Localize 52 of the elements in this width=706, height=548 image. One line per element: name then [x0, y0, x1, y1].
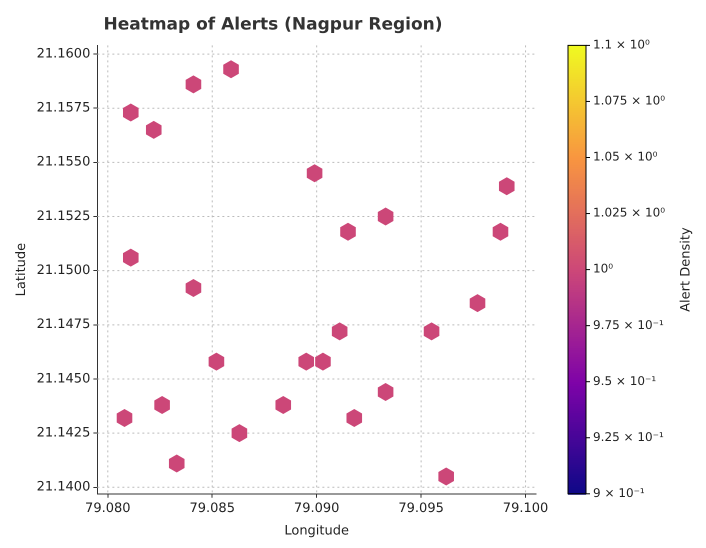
y-tick-label: 21.1575: [36, 100, 90, 116]
y-tick-label: 21.1450: [36, 371, 90, 386]
color-bar-label: 9 × 10⁻¹: [593, 486, 645, 500]
y-tick-label: 21.1400: [36, 480, 90, 495]
point: [340, 222, 356, 241]
point: [122, 248, 139, 267]
y-tick-label: 21.1475: [36, 317, 90, 332]
point: [154, 396, 170, 414]
point: [378, 208, 394, 226]
point: [186, 75, 202, 94]
x-axis-title: Longitude: [284, 524, 350, 539]
point: [298, 352, 314, 371]
y-axis-title: Latitude: [14, 242, 30, 296]
y-tick-label: 21.1525: [36, 208, 90, 224]
point: [306, 164, 322, 182]
color-bar-label: 1.1 × 10⁰: [593, 38, 650, 52]
color-bar-label: 1.075 × 10⁰: [593, 94, 666, 108]
point: [315, 352, 331, 371]
point: [168, 454, 185, 472]
point: [122, 104, 139, 122]
point: [116, 408, 132, 427]
x-tick-label: 79.090: [294, 500, 340, 516]
color-bar-label: 9.25 × 10⁻¹: [593, 430, 664, 444]
point: [498, 177, 515, 196]
x-tick-label: 79.095: [398, 500, 444, 516]
color-bar-label: 9.5 × 10⁻¹: [593, 374, 656, 388]
x-tick-label: 79.085: [189, 500, 235, 516]
point: [146, 120, 162, 139]
color-bar-label: 1.025 × 10⁰: [593, 206, 666, 220]
point: [186, 279, 202, 298]
y-tick-label: 21.1425: [36, 426, 90, 441]
point: [470, 294, 486, 312]
x-tick-label: 79.080: [85, 500, 131, 516]
color-bar-label: 10⁰: [593, 262, 614, 276]
point: [332, 322, 348, 340]
chart-title: Heatmap of Alerts (Nagpur Region): [103, 14, 443, 35]
x-tick-label: 79.100: [502, 500, 548, 516]
point: [346, 408, 362, 427]
color-bar-label: 1.05 × 10⁰: [593, 150, 658, 164]
point: [232, 424, 248, 442]
point: [492, 222, 508, 241]
point: [378, 382, 394, 401]
point: [424, 322, 440, 340]
y-tick-label: 21.1550: [36, 154, 90, 170]
color-bar-label: 9.75 × 10⁻¹: [593, 318, 664, 332]
point: [438, 467, 454, 486]
y-tick-label: 21.1500: [36, 263, 90, 278]
point: [275, 396, 292, 414]
point: [223, 60, 239, 78]
point: [208, 352, 224, 371]
color-bar-title: Alert Density: [678, 227, 694, 312]
y-tick-label: 21.1600: [36, 46, 90, 62]
